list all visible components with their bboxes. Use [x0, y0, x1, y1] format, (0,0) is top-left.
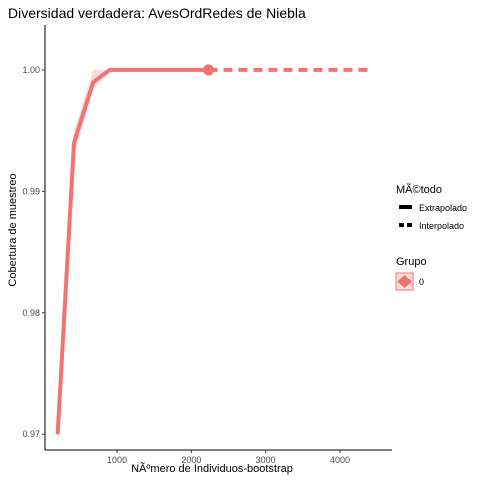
- x-tick-label: 1000: [107, 455, 127, 465]
- x-tick-label: 2000: [181, 455, 201, 465]
- legend-key-group-0-diamond: [397, 275, 412, 288]
- axes: 1000 2000 3000 4000 0.97 0.98 0.99 1.00: [22, 25, 392, 465]
- x-tick-label: 3000: [256, 455, 276, 465]
- legend-label-interpolado: Interpolado: [419, 221, 464, 231]
- x-tick-label: 4000: [330, 455, 350, 465]
- chart-title: Diversidad verdadera: AvesOrdRedes de Ni…: [8, 5, 306, 21]
- legend-label-extrapolado: Extrapolado: [419, 203, 467, 213]
- series-line-interpolado: [55, 67, 209, 435]
- y-tick-label: 0.98: [22, 308, 40, 318]
- y-tick-label: 1.00: [22, 65, 40, 75]
- y-axis-title: Cobertura de muestreo: [7, 173, 19, 286]
- x-axis-title: NÃºmero de Individuos-bootstrap: [131, 462, 293, 475]
- legend-group-title: Grupo: [396, 256, 427, 268]
- y-tick-label: 0.97: [22, 429, 40, 439]
- plot-area: [55, 64, 374, 447]
- legend: MÃ©todo Extrapolado Interpolado Grupo 0: [395, 183, 467, 291]
- legend-method-title: MÃ©todo: [396, 183, 442, 196]
- y-tick-label: 0.99: [22, 186, 40, 196]
- observed-point: [202, 64, 214, 76]
- legend-label-group-0: 0: [419, 277, 424, 287]
